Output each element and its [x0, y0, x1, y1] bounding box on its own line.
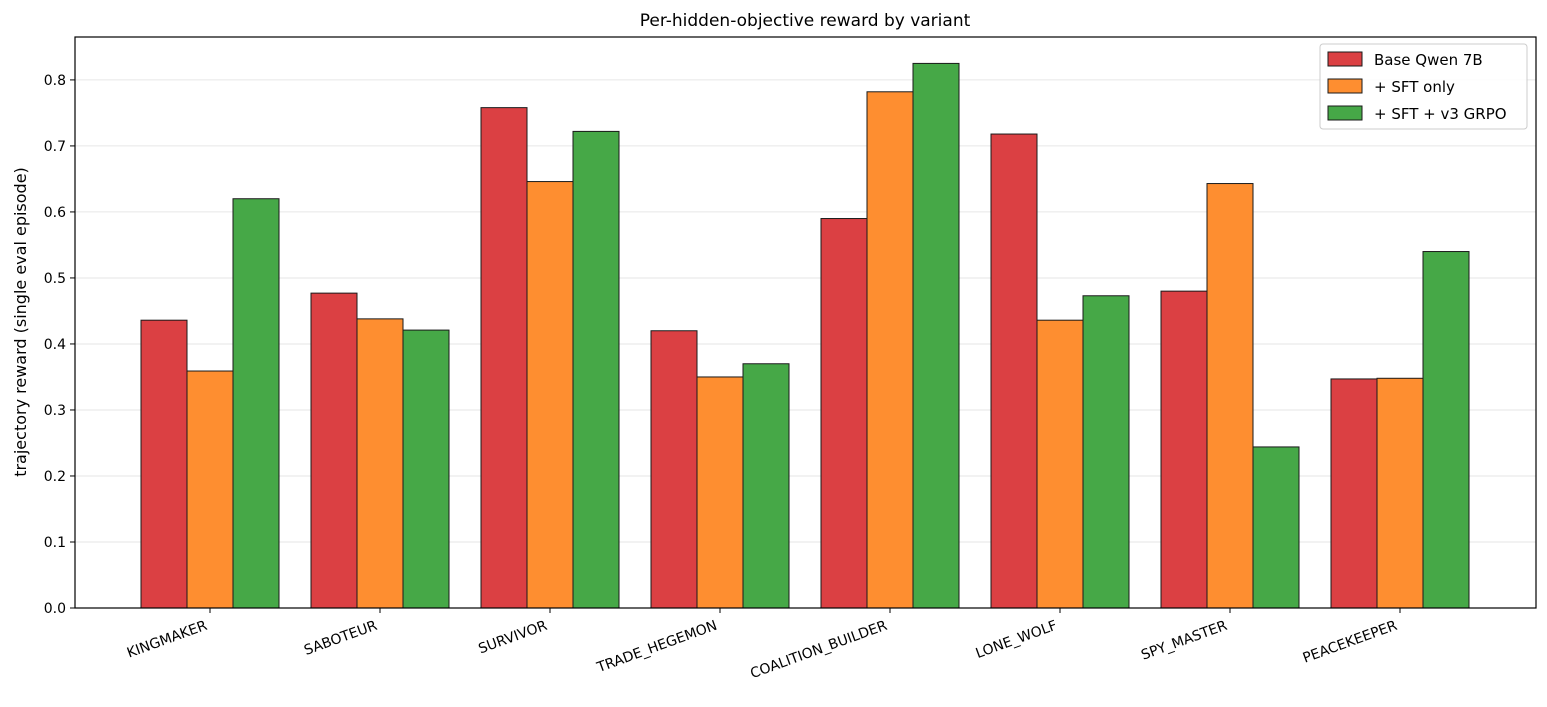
bar-kingmaker-series-1: [140, 319, 188, 609]
bar-lone-wolf-series-2: [1036, 319, 1084, 609]
bar-trade-hegemon-series-2: [696, 376, 744, 609]
bar-peacekeeper-series-3: [1422, 251, 1470, 609]
x-tick-label: SURVIVOR: [476, 618, 549, 658]
bar-kingmaker-series-2: [186, 370, 234, 609]
x-tick-label: TRADE_HEGEMON: [594, 618, 719, 677]
legend-label: + SFT only: [1374, 78, 1455, 96]
x-tick-label: LONE_WOLF: [974, 618, 1060, 662]
bar-trade-hegemon-series-1: [650, 330, 698, 609]
y-tick-label: 0.8: [44, 73, 66, 89]
chart-title: Per-hidden-objective reward by variant: [640, 11, 971, 31]
bar-survivor-series-3: [572, 130, 620, 609]
bar-kingmaker-series-3: [232, 198, 280, 609]
y-tick-label: 0.4: [44, 337, 66, 353]
legend-swatch: [1327, 105, 1363, 121]
y-tick-label: 0.6: [44, 205, 66, 221]
y-tick-label: 0.1: [44, 535, 66, 551]
x-tick-label: COALITION_BUILDER: [748, 618, 889, 683]
bar-saboteur-series-2: [356, 318, 404, 609]
x-tick-label: SABOTEUR: [302, 618, 380, 659]
bar-trade-hegemon-series-3: [742, 363, 790, 609]
bar-saboteur-series-1: [310, 292, 358, 609]
legend-label: Base Qwen 7B: [1374, 51, 1483, 69]
bar-survivor-series-2: [526, 181, 574, 609]
bar-coalition-builder-series-3: [912, 62, 960, 609]
bar-spy-master-series-2: [1206, 183, 1254, 609]
bar-peacekeeper-series-1: [1330, 378, 1378, 609]
legend-label: + SFT + v3 GRPO: [1374, 105, 1507, 123]
plot-frame: [74, 36, 1537, 609]
x-tick-label: SPY_MASTER: [1139, 618, 1230, 664]
bar-lone-wolf-series-3: [1082, 295, 1130, 609]
legend-box: [1319, 43, 1528, 130]
bar-spy-master-series-3: [1252, 446, 1300, 609]
y-axis-title: trajectory reward (single eval episode): [11, 167, 30, 477]
bar-saboteur-series-3: [402, 329, 450, 609]
bar-coalition-builder-series-1: [820, 218, 868, 609]
bars: [140, 62, 1470, 609]
x-tick-label: KINGMAKER: [125, 618, 210, 662]
bar-spy-master-series-1: [1160, 290, 1208, 609]
y-tick-label: 0.0: [44, 601, 66, 617]
y-tick-label: 0.7: [44, 139, 66, 155]
y-axis-ticks: 0.0 0.1 0.2 0.3 0.4 0.5 0.6 0.7 0.8: [44, 73, 75, 617]
y-tick-label: 0.3: [44, 403, 66, 419]
x-axis-ticks: KINGMAKER SABOTEUR SURVIVOR TRADE_HEGEMON CO…: [125, 608, 1401, 683]
grid-lines: [75, 79, 1536, 543]
legend-swatch: [1327, 51, 1363, 67]
x-tick-label: PEACEKEEPER: [1301, 618, 1400, 667]
legend-swatch: [1327, 78, 1363, 94]
y-tick-label: 0.2: [44, 469, 66, 485]
y-tick-label: 0.5: [44, 271, 66, 287]
bar-survivor-series-1: [480, 107, 528, 609]
bar-coalition-builder-series-2: [866, 91, 914, 609]
bar-lone-wolf-series-1: [990, 133, 1038, 609]
legend: Base Qwen 7B + SFT only + SFT + v3 GRPO: [1319, 43, 1528, 130]
bar-peacekeeper-series-2: [1376, 377, 1424, 609]
